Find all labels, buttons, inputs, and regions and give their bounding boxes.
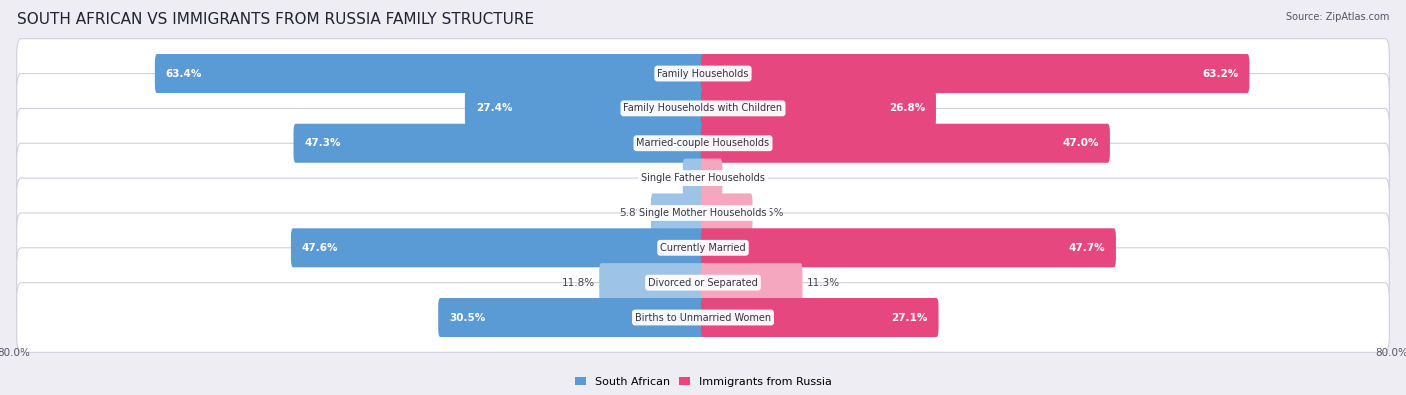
FancyBboxPatch shape (683, 158, 706, 198)
Text: SOUTH AFRICAN VS IMMIGRANTS FROM RUSSIA FAMILY STRUCTURE: SOUTH AFRICAN VS IMMIGRANTS FROM RUSSIA … (17, 12, 534, 27)
Text: 63.2%: 63.2% (1202, 69, 1239, 79)
FancyBboxPatch shape (700, 54, 1250, 93)
Text: 27.1%: 27.1% (891, 312, 928, 322)
Text: Single Father Households: Single Father Households (641, 173, 765, 183)
Text: 47.6%: 47.6% (302, 243, 339, 253)
FancyBboxPatch shape (17, 178, 1389, 248)
FancyBboxPatch shape (700, 158, 723, 198)
FancyBboxPatch shape (700, 89, 936, 128)
FancyBboxPatch shape (17, 248, 1389, 318)
Text: 2.0%: 2.0% (727, 173, 754, 183)
Text: Family Households with Children: Family Households with Children (623, 103, 783, 113)
FancyBboxPatch shape (17, 213, 1389, 283)
Text: 5.5%: 5.5% (758, 208, 783, 218)
FancyBboxPatch shape (294, 124, 706, 163)
FancyBboxPatch shape (17, 73, 1389, 143)
Text: Single Mother Households: Single Mother Households (640, 208, 766, 218)
FancyBboxPatch shape (651, 194, 706, 233)
Text: 11.3%: 11.3% (807, 278, 841, 288)
FancyBboxPatch shape (700, 194, 752, 233)
FancyBboxPatch shape (700, 263, 803, 302)
FancyBboxPatch shape (155, 54, 706, 93)
Text: Family Households: Family Households (658, 69, 748, 79)
Text: 47.3%: 47.3% (304, 138, 340, 148)
FancyBboxPatch shape (291, 228, 706, 267)
FancyBboxPatch shape (700, 298, 939, 337)
Text: Births to Unmarried Women: Births to Unmarried Women (636, 312, 770, 322)
FancyBboxPatch shape (17, 39, 1389, 108)
FancyBboxPatch shape (439, 298, 706, 337)
FancyBboxPatch shape (700, 228, 1116, 267)
Text: Divorced or Separated: Divorced or Separated (648, 278, 758, 288)
Text: 11.8%: 11.8% (561, 278, 595, 288)
Text: 26.8%: 26.8% (889, 103, 925, 113)
Text: 30.5%: 30.5% (449, 312, 485, 322)
FancyBboxPatch shape (17, 143, 1389, 213)
Legend: South African, Immigrants from Russia: South African, Immigrants from Russia (569, 372, 837, 391)
Text: Currently Married: Currently Married (661, 243, 745, 253)
Text: 2.1%: 2.1% (651, 173, 678, 183)
Text: Married-couple Households: Married-couple Households (637, 138, 769, 148)
FancyBboxPatch shape (17, 108, 1389, 178)
Text: 47.7%: 47.7% (1069, 243, 1105, 253)
FancyBboxPatch shape (17, 283, 1389, 352)
Text: 5.8%: 5.8% (620, 208, 647, 218)
FancyBboxPatch shape (465, 89, 706, 128)
Text: Source: ZipAtlas.com: Source: ZipAtlas.com (1285, 12, 1389, 22)
Text: 63.4%: 63.4% (166, 69, 202, 79)
FancyBboxPatch shape (599, 263, 706, 302)
Text: 27.4%: 27.4% (475, 103, 512, 113)
Text: 47.0%: 47.0% (1063, 138, 1099, 148)
FancyBboxPatch shape (700, 124, 1109, 163)
